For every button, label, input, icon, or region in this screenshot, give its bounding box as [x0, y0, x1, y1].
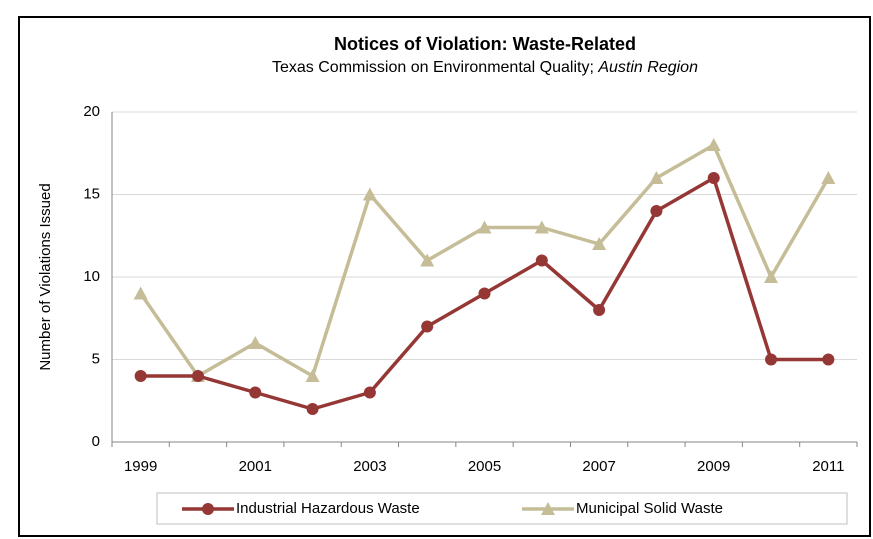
point-marker	[592, 237, 607, 250]
point-marker	[306, 403, 319, 415]
point-marker	[477, 220, 492, 234]
point-marker	[534, 220, 549, 234]
point-marker	[248, 336, 263, 349]
point-marker	[363, 386, 376, 399]
point-marker	[821, 171, 836, 184]
point-marker	[249, 386, 262, 399]
chart-subtitle: Texas Commission on Environmental Qualit…	[272, 59, 698, 76]
legend-marker	[202, 503, 214, 515]
legend-marker	[541, 502, 555, 515]
legend-box	[156, 492, 848, 525]
point-marker	[134, 370, 147, 382]
legend-label: Industrial Hazardous Waste	[236, 500, 420, 517]
y-tick-label: 0	[92, 433, 100, 450]
legend-label: Municipal Solid Waste	[576, 500, 723, 517]
point-marker	[478, 287, 491, 300]
point-marker	[133, 286, 148, 300]
point-marker	[649, 171, 664, 184]
y-tick-label: 15	[83, 185, 100, 202]
y-tick-label: 10	[83, 268, 100, 285]
point-marker	[362, 187, 377, 201]
subtitle-part: Austin Region	[597, 59, 698, 76]
point-marker	[535, 254, 548, 267]
y-tick-label: 5	[92, 350, 100, 367]
point-marker	[764, 270, 779, 283]
y-axis-label: Number of Violations Issued	[37, 183, 54, 370]
point-marker	[305, 369, 320, 382]
point-marker	[191, 370, 204, 382]
x-tick-label: 1999	[124, 458, 157, 475]
x-tick-label: 2007	[582, 458, 615, 475]
point-marker	[421, 320, 434, 333]
x-tick-label: 2009	[697, 458, 730, 475]
subtitle-part: Texas Commission on Environmental Qualit…	[272, 59, 594, 76]
point-marker	[706, 138, 721, 151]
x-tick-label: 2005	[468, 458, 501, 475]
point-marker	[593, 304, 606, 316]
point-marker	[650, 205, 663, 217]
x-tick-label: 2011	[812, 458, 844, 475]
x-tick-label: 2001	[239, 458, 272, 475]
point-marker	[707, 172, 720, 184]
point-marker	[822, 353, 835, 366]
point-marker	[765, 353, 778, 366]
chart-title: Notices of Violation: Waste-Related	[334, 34, 636, 54]
point-marker	[420, 253, 435, 267]
x-tick-label: 2003	[353, 458, 386, 475]
y-tick-label: 20	[83, 103, 100, 120]
